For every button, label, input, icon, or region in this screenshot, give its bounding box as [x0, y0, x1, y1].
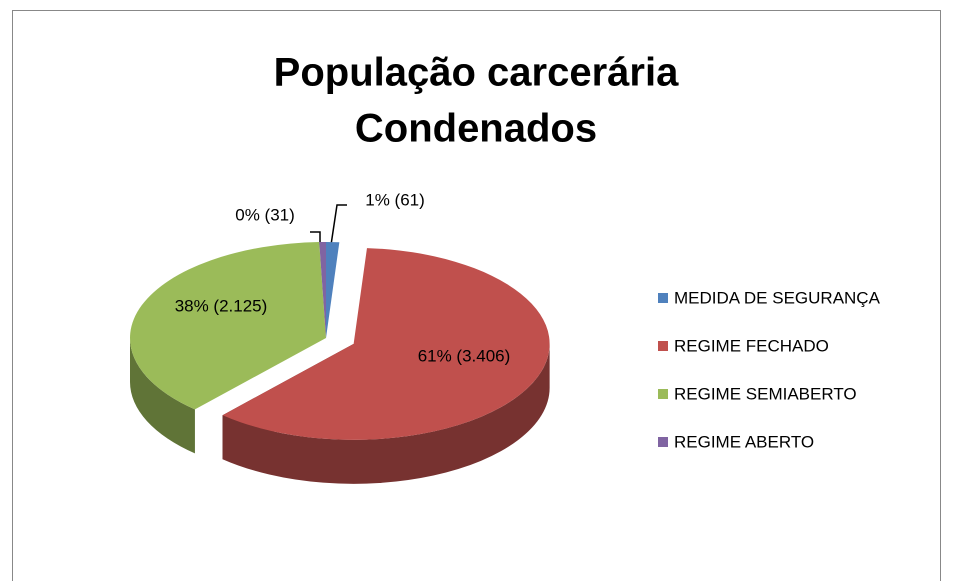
data-label: 0% (31): [235, 205, 295, 224]
legend-swatch: [658, 293, 668, 303]
pie: [130, 242, 550, 484]
legend-swatch: [658, 437, 668, 447]
slice: [130, 242, 326, 410]
chart-border: [12, 10, 941, 581]
leader-line: [310, 231, 321, 245]
slice: [222, 248, 550, 440]
slice-side: [222, 343, 550, 484]
labels: 0% (31) 1% (61) 38% (2.125) 61% (3.406): [175, 190, 511, 365]
data-label: 61% (3.406): [418, 346, 511, 365]
data-label: 38% (2.125): [175, 296, 268, 315]
slice: [326, 242, 340, 338]
legend-label: REGIME FECHADO: [674, 336, 829, 355]
legend: MEDIDA DE SEGURANÇA REGIME FECHADO REGIME …: [658, 288, 881, 451]
data-label: 1% (61): [365, 190, 425, 209]
chart-title: Condenados: [355, 107, 597, 151]
slice: [319, 242, 326, 338]
legend-swatch: [658, 341, 668, 351]
legend-label: MEDIDA DE SEGURANÇA: [674, 288, 881, 307]
legend-swatch: [658, 389, 668, 399]
legend-label: REGIME SEMIABERTO: [674, 384, 857, 403]
legend-label: REGIME ABERTO: [674, 432, 814, 451]
chart-title: População carcerária: [274, 51, 679, 95]
slice-side: [130, 338, 195, 454]
leader-line: [330, 204, 347, 246]
